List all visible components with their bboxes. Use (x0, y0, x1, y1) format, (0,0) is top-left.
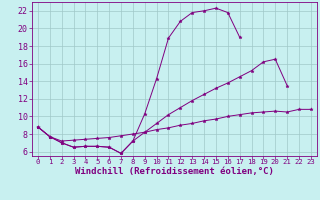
X-axis label: Windchill (Refroidissement éolien,°C): Windchill (Refroidissement éolien,°C) (75, 167, 274, 176)
